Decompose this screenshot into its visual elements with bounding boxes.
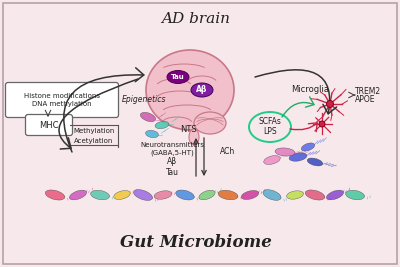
- Ellipse shape: [134, 190, 152, 201]
- Ellipse shape: [275, 148, 295, 156]
- Ellipse shape: [346, 190, 364, 200]
- Ellipse shape: [301, 143, 315, 151]
- Ellipse shape: [70, 190, 86, 200]
- Text: ACh: ACh: [220, 147, 235, 156]
- Text: Microglia: Microglia: [291, 84, 329, 93]
- Text: TREM2: TREM2: [355, 87, 381, 96]
- Ellipse shape: [176, 190, 194, 200]
- Ellipse shape: [307, 158, 323, 166]
- Text: Aβ
Tau: Aβ Tau: [166, 157, 178, 177]
- Text: Tau: Tau: [171, 74, 185, 80]
- FancyArrowPatch shape: [290, 123, 317, 132]
- Ellipse shape: [194, 112, 226, 134]
- Text: AD brain: AD brain: [162, 12, 230, 26]
- Ellipse shape: [146, 130, 158, 138]
- Text: SCFAs: SCFAs: [258, 117, 282, 127]
- Ellipse shape: [199, 190, 215, 200]
- Ellipse shape: [45, 190, 65, 200]
- Ellipse shape: [189, 129, 199, 145]
- Ellipse shape: [287, 191, 303, 199]
- Ellipse shape: [326, 100, 334, 108]
- Ellipse shape: [241, 190, 259, 199]
- Ellipse shape: [155, 121, 169, 129]
- Text: Neurotransmitters
(GABA,5-HT): Neurotransmitters (GABA,5-HT): [140, 142, 204, 156]
- Ellipse shape: [91, 190, 109, 200]
- Ellipse shape: [263, 190, 281, 200]
- Ellipse shape: [289, 153, 307, 161]
- Ellipse shape: [218, 190, 238, 200]
- FancyBboxPatch shape: [6, 83, 118, 117]
- Text: MHC: MHC: [39, 120, 59, 129]
- FancyArrowPatch shape: [255, 70, 337, 114]
- Ellipse shape: [140, 112, 156, 122]
- Text: Acetylation: Acetylation: [74, 138, 114, 144]
- Ellipse shape: [319, 121, 325, 127]
- Text: Epigenetics: Epigenetics: [122, 96, 166, 104]
- Text: Aβ: Aβ: [196, 85, 208, 95]
- Ellipse shape: [154, 191, 172, 199]
- Ellipse shape: [326, 190, 344, 200]
- FancyBboxPatch shape: [26, 115, 72, 135]
- FancyArrowPatch shape: [59, 79, 138, 149]
- Ellipse shape: [114, 191, 130, 199]
- Ellipse shape: [146, 50, 234, 130]
- Text: Gut Microbiome: Gut Microbiome: [120, 234, 272, 251]
- Ellipse shape: [305, 190, 325, 200]
- Text: LPS: LPS: [263, 128, 277, 136]
- Ellipse shape: [167, 70, 189, 84]
- Text: NTS: NTS: [180, 124, 196, 134]
- Text: Methylation: Methylation: [73, 128, 115, 134]
- Text: Histone modifications
DNA methylation: Histone modifications DNA methylation: [24, 93, 100, 107]
- FancyArrowPatch shape: [64, 68, 144, 152]
- FancyArrowPatch shape: [282, 97, 314, 117]
- Text: APOE: APOE: [355, 95, 376, 104]
- Ellipse shape: [191, 83, 213, 97]
- Ellipse shape: [264, 156, 280, 164]
